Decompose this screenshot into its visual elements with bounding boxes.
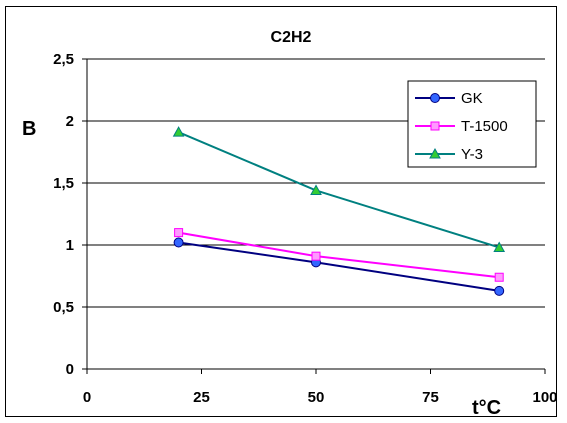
data-point [174,228,184,238]
series-y-3 [172,126,506,252]
legend: GK T-1500 Y-3 [407,80,537,168]
y-axis-label: B [22,118,36,140]
x-tick-label: 0 [83,389,91,406]
y-tick-label: 0 [66,361,74,378]
axes [82,58,546,374]
legend-box [407,80,537,168]
data-point [494,272,504,282]
y-tick-label: 1,5 [53,175,74,192]
y-tick-label: 2,5 [53,51,74,68]
x-tick-label: 100 [532,389,557,406]
series-t-1500 [174,228,504,282]
legend-marker [429,147,441,159]
legend-marker [430,121,440,131]
data-point [493,241,506,252]
x-axis-label: t°C [472,397,501,419]
y-tick-label: 1 [66,237,74,254]
x-tick-label: 75 [422,389,439,406]
legend-label: T-1500 [461,118,508,135]
data-point [311,251,321,261]
gridlines [87,58,545,308]
data-point [494,285,505,296]
x-tick-label: 25 [193,389,210,406]
tick-labels: 0 0,5 1 1,5 2 2,5 0 25 50 75 100 [53,51,557,406]
legend-label: GK [461,90,483,107]
legend-label: Y-3 [461,146,483,163]
series-group [172,126,506,296]
chart-title: C2H2 [271,29,312,46]
y-tick-label: 2 [66,113,74,130]
x-tick-label: 50 [308,389,325,406]
series-gk [173,237,505,296]
data-point [172,126,185,137]
legend-marker [430,93,440,103]
data-point [310,184,322,195]
data-point [173,237,184,248]
y-tick-label: 0,5 [53,299,74,316]
series-line [178,231,500,279]
series-line [178,241,500,292]
chart-frame [5,6,557,417]
